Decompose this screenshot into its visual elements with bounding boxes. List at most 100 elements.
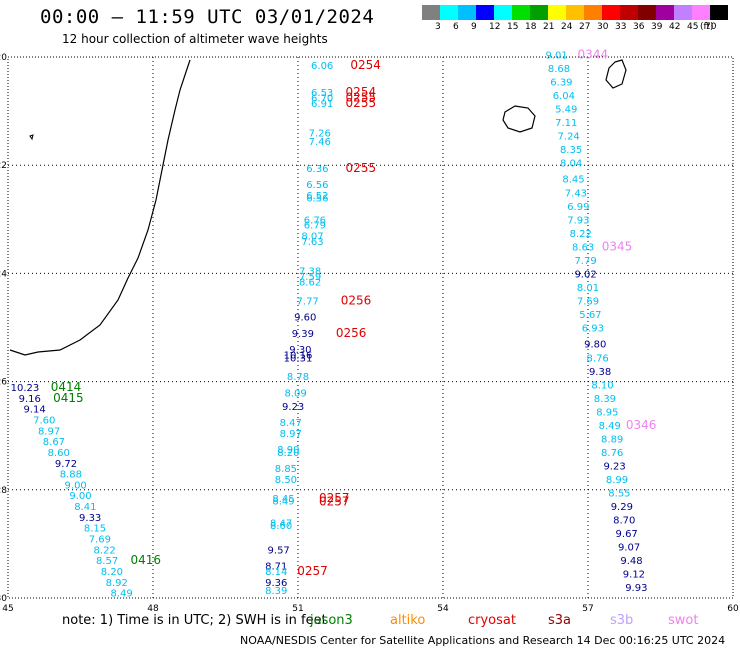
wave-height-value: 7.60 [33, 415, 55, 426]
legend-label: 30 [597, 22, 609, 32]
legend-label: 70 [705, 22, 717, 32]
legend-swatch [422, 5, 440, 20]
wave-height-value: 8.45 [562, 175, 584, 186]
satellite-name: s3b [610, 613, 634, 628]
wave-height-value: 6.91 [311, 99, 333, 110]
wave-height-value: 9.14 [23, 405, 45, 416]
wave-height-value: 8.97 [38, 426, 60, 437]
wave-height-value: 6.70 [311, 94, 333, 105]
wave-height-value: 8.14 [265, 567, 287, 578]
legend-swatch [710, 5, 728, 20]
wave-height-value: 8.62 [299, 278, 321, 289]
wave-height-value: 7.24 [558, 131, 580, 142]
wave-height-value: 8.47 [280, 418, 302, 429]
wave-height-value: 7.38 [299, 267, 321, 278]
wave-height-value: 9.23 [282, 402, 304, 413]
wave-height-value: 8.01 [577, 283, 599, 294]
footer-credit: NOAA/NESDIS Center for Satellite Applica… [240, 634, 726, 647]
y-tick-label: -30 [0, 594, 7, 604]
wave-height-value: 8.50 [275, 475, 297, 486]
wave-height-value: 9.12 [623, 570, 645, 581]
legend-swatch [440, 5, 458, 20]
wave-height-value: 5.67 [579, 310, 601, 321]
legend-label: 18 [525, 22, 537, 32]
wave-height-value: 8.71 [265, 562, 287, 573]
pass-time-label: 0416 [130, 553, 161, 567]
wave-height-value: 7.69 [577, 296, 599, 307]
wave-height-value: 8.95 [596, 407, 618, 418]
pass-time-label: 0256 [341, 293, 372, 307]
legend-label: 12 [489, 22, 501, 32]
pass-time-label: 0344 [578, 47, 609, 61]
wave-height-value: 8.22 [570, 229, 592, 240]
wave-height-value: 8.70 [613, 516, 635, 527]
wave-height-value: 9.33 [79, 513, 101, 524]
wave-height-value: 7.59 [299, 272, 321, 283]
legend-swatch [602, 5, 620, 20]
wave-height-value: 7.46 [309, 137, 331, 148]
wave-height-value: 7.63 [301, 237, 323, 248]
wave-height-value: 9.02 [574, 269, 596, 280]
legend-label: 27 [579, 22, 591, 32]
wave-height-value: 9.39 [292, 329, 314, 340]
wave-height-value: 8.89 [601, 434, 623, 445]
wave-height-value: 7.93 [567, 215, 589, 226]
y-tick-label: -26 [0, 378, 7, 388]
madagascar-coast [9, 59, 191, 356]
wave-height-value: 8.60 [270, 521, 292, 532]
legend-label: 9 [471, 22, 477, 32]
legend-label: 36 [633, 22, 645, 32]
pass-time-label: 0256 [336, 326, 367, 340]
wave-height-value: 8.22 [94, 545, 116, 556]
satellite-name: cryosat [468, 613, 516, 628]
legend-swatch [566, 5, 584, 20]
wave-height-value: 9.38 [589, 367, 611, 378]
legend-label: 15 [507, 22, 519, 32]
wave-height-value: 6.76 [304, 215, 326, 226]
satellite-name: swot [668, 613, 699, 628]
wave-height-value: 9.29 [611, 502, 633, 513]
wave-height-value: 6.56 [306, 180, 328, 191]
pass-time-label: 0257 [319, 491, 350, 505]
pass-time-label: 0257 [297, 564, 328, 578]
wave-height-value: 9.00 [65, 480, 87, 491]
wave-height-value: 8.97 [280, 429, 302, 440]
wave-height-value: 9.30 [289, 345, 311, 356]
wave-height-value: 7.79 [574, 256, 596, 267]
wave-height-value: 8.41 [74, 502, 96, 513]
y-tick-label: -24 [0, 269, 7, 279]
wave-height-value: 6.39 [550, 77, 572, 88]
pass-time-label: 0255 [346, 91, 377, 105]
page-title: 00:00 — 11:59 UTC 03/01/2024 [40, 6, 375, 28]
wave-height-value: 9.23 [603, 461, 625, 472]
wave-height-value: 9.80 [584, 340, 606, 351]
x-tick-label: 60 [727, 604, 739, 614]
wave-height-value: 9.07 [618, 543, 640, 554]
wave-height-value: 8.07 [301, 232, 323, 243]
legend-swatch [656, 5, 674, 20]
wave-height-value: 8.90 [277, 445, 299, 456]
map-frame [7, 56, 734, 599]
wave-height-value: 7.69 [89, 534, 111, 545]
wave-height-value: 7.26 [309, 129, 331, 140]
legend-label: 45 [687, 22, 699, 32]
wave-height-value: 9.57 [268, 545, 290, 556]
legend-swatch [512, 5, 530, 20]
satellite-name: jason3 [310, 613, 353, 628]
wave-height-value: 6.56 [306, 194, 328, 205]
wave-height-value: 9.01 [545, 50, 567, 61]
wave-height-labels: 6.06 0254 6.53 0254 6.70 0255 6.91 0255 7.267.46… [11, 47, 657, 599]
small-islet [29, 134, 34, 141]
x-tick-label: 57 [582, 604, 593, 614]
pass-time-label: 0255 [346, 161, 377, 175]
wave-height-value: 7.43 [565, 188, 587, 199]
wave-height-value: 8.20 [277, 448, 299, 459]
wave-height-value: 6.52 [306, 191, 328, 202]
y-tick-label: -22 [0, 161, 7, 171]
x-tick-label: 54 [437, 604, 449, 614]
x-tick-label: 45 [2, 604, 13, 614]
legend-swatch [638, 5, 656, 20]
pass-time-label: 0255 [346, 96, 377, 110]
